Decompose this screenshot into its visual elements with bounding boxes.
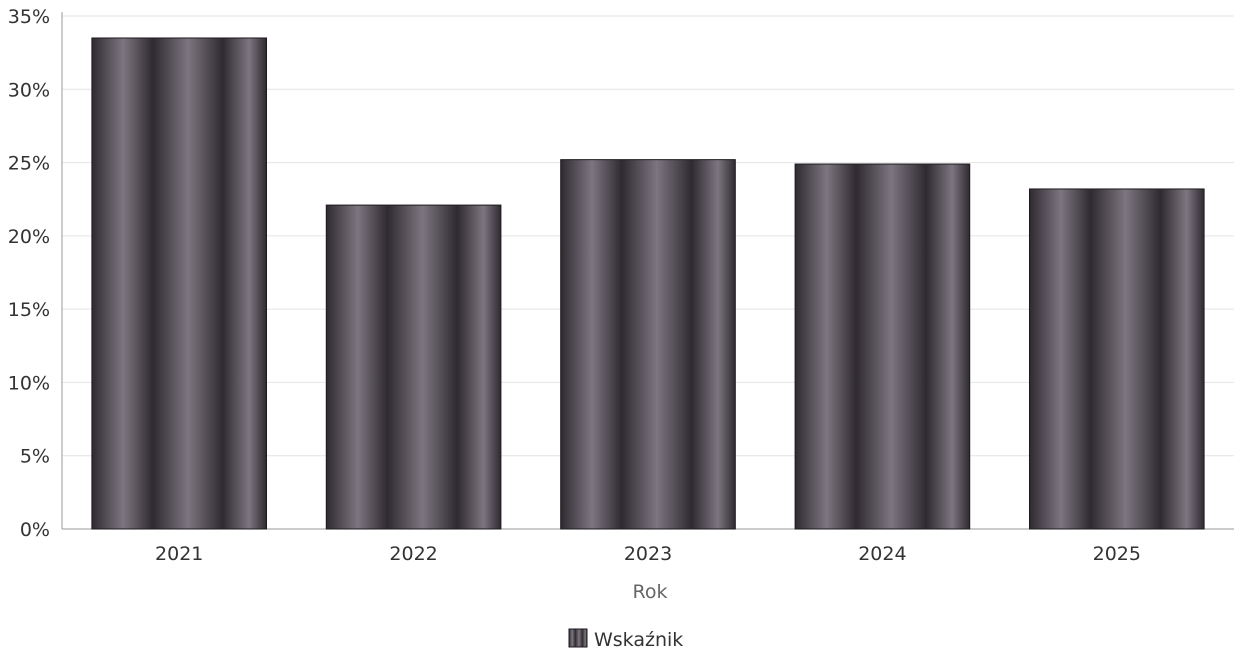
x-axis-title: Rok <box>633 581 668 603</box>
x-tick-label: 2021 <box>155 543 203 565</box>
y-tick-label: 10% <box>8 372 50 394</box>
bars <box>91 37 1205 530</box>
legend-label: Wskaźnik <box>594 629 683 651</box>
bar-2021 <box>91 37 268 530</box>
bar-2025 <box>1028 188 1205 530</box>
y-tick-label: 25% <box>8 153 50 175</box>
legend: Wskaźnik <box>568 628 683 651</box>
tick-labels: 0% 5% 10% 15% 20% 25% 30% 35% 2021 2022 2023 2024 20… <box>8 6 1141 565</box>
bar-2022 <box>325 204 502 530</box>
x-tick-label: 2024 <box>858 543 906 565</box>
y-tick-label: 5% <box>20 446 50 468</box>
x-tick-label: 2023 <box>624 543 672 565</box>
legend-swatch <box>568 628 588 648</box>
y-tick-label: 35% <box>8 6 50 28</box>
x-tick-label: 2022 <box>389 543 437 565</box>
y-tick-label: 15% <box>8 299 50 321</box>
y-tick-label: 30% <box>8 79 50 101</box>
bar-2023 <box>560 159 736 530</box>
x-tick-label: 2025 <box>1093 543 1141 565</box>
bar-2024 <box>794 163 971 530</box>
y-tick-label: 0% <box>20 519 50 541</box>
y-tick-label: 20% <box>8 226 50 248</box>
